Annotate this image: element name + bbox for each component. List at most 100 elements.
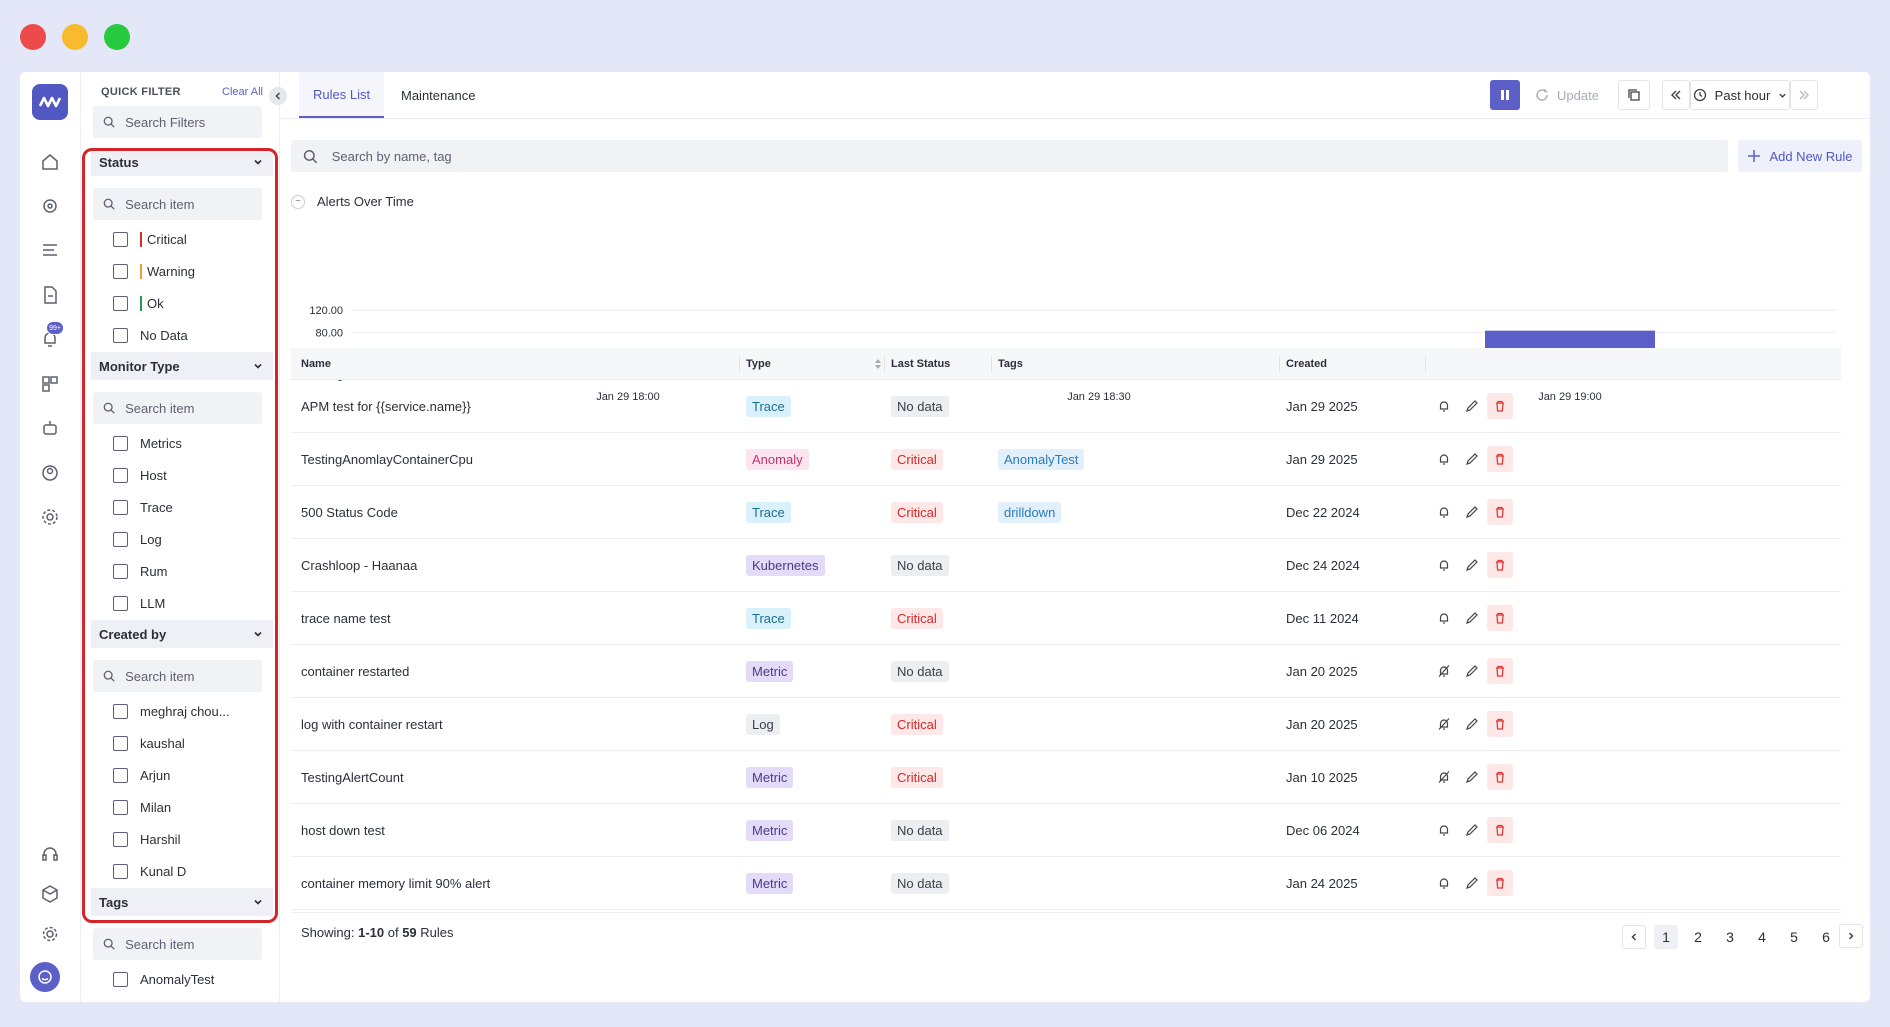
delete-icon[interactable]: [1487, 711, 1513, 737]
header-type[interactable]: Type: [746, 358, 771, 370]
delete-icon[interactable]: [1487, 446, 1513, 472]
checkbox[interactable]: [113, 800, 128, 815]
copy-button[interactable]: [1618, 80, 1650, 110]
package-icon[interactable]: [38, 882, 62, 906]
edit-icon[interactable]: [1459, 393, 1485, 419]
monitor-type-option[interactable]: Log: [113, 532, 162, 547]
time-forward-button[interactable]: [1790, 80, 1818, 110]
checkbox[interactable]: [113, 328, 128, 343]
rule-name[interactable]: APM test for {{service.name}}: [301, 399, 471, 414]
created-by-search-input[interactable]: [125, 668, 262, 684]
checkbox[interactable]: [113, 564, 128, 579]
tag-badge[interactable]: drilldown: [998, 502, 1062, 523]
tags-search-input[interactable]: [125, 936, 262, 952]
next-page-button[interactable]: [1839, 924, 1863, 948]
created-by-option[interactable]: Kunal D: [113, 864, 186, 879]
bell-icon[interactable]: [1431, 605, 1457, 631]
status-section-header[interactable]: Status: [91, 148, 273, 176]
table-row[interactable]: Crashloop - Haanaa Kubernetes No data Dec 2…: [291, 539, 1841, 592]
status-option-ok[interactable]: Ok: [113, 296, 164, 311]
edit-icon[interactable]: [1459, 658, 1485, 684]
created-by-section-header[interactable]: Created by: [91, 620, 273, 648]
rule-name[interactable]: Crashloop - Haanaa: [301, 558, 418, 573]
dashboards-icon[interactable]: [38, 372, 62, 396]
created-by-option[interactable]: Harshil: [113, 832, 180, 847]
delete-icon[interactable]: [1487, 499, 1513, 525]
checkbox[interactable]: [113, 864, 128, 879]
status-option-no-data[interactable]: No Data: [113, 328, 188, 343]
checkbox[interactable]: [113, 500, 128, 515]
header-last-status[interactable]: Last Status: [891, 358, 951, 370]
bell-icon[interactable]: [1431, 499, 1457, 525]
app-logo[interactable]: [32, 84, 68, 120]
robot-icon[interactable]: [38, 416, 62, 440]
tab-rules-list[interactable]: Rules List: [299, 72, 385, 118]
rule-name[interactable]: trace name test: [301, 611, 391, 626]
monitor-type-option[interactable]: Trace: [113, 500, 173, 515]
created-by-option[interactable]: Milan: [113, 800, 171, 815]
pause-button[interactable]: [1490, 80, 1520, 110]
table-row[interactable]: trace name test Trace Critical Dec 11 2024: [291, 592, 1841, 645]
page-6[interactable]: 6: [1822, 929, 1830, 945]
status-search-input[interactable]: [125, 196, 262, 212]
edit-icon[interactable]: [1459, 499, 1485, 525]
tab-maintenance[interactable]: Maintenance: [401, 87, 476, 103]
clear-all-link[interactable]: Clear All: [222, 86, 263, 98]
delete-icon[interactable]: [1487, 552, 1513, 578]
tag-badge[interactable]: AnomalyTest: [998, 449, 1085, 470]
settings-gear-icon[interactable]: [38, 505, 62, 529]
bell-icon[interactable]: [1431, 870, 1457, 896]
settings-icon[interactable]: [38, 922, 62, 946]
page-2[interactable]: 2: [1694, 929, 1702, 945]
delete-icon[interactable]: [1487, 764, 1513, 790]
table-row[interactable]: container memory limit 90% alert Metric No…: [291, 857, 1841, 910]
created-by-option[interactable]: meghraj chou...: [113, 704, 230, 719]
delete-icon[interactable]: [1487, 817, 1513, 843]
monitor-type-search-input[interactable]: [125, 400, 262, 416]
users-icon[interactable]: [38, 461, 62, 485]
bell-icon[interactable]: [1431, 446, 1457, 472]
edit-icon[interactable]: [1459, 870, 1485, 896]
collapse-panel-button[interactable]: [269, 87, 287, 105]
table-row[interactable]: TestingAlertCount Metric Critical Jan 10 20…: [291, 751, 1841, 804]
bell-icon[interactable]: [1431, 393, 1457, 419]
monitor-type-option[interactable]: Host: [113, 468, 167, 483]
checkbox[interactable]: [113, 436, 128, 451]
rule-name[interactable]: 500 Status Code: [301, 505, 398, 520]
status-option-warning[interactable]: Warning: [113, 264, 195, 279]
rule-name[interactable]: container memory limit 90% alert: [301, 876, 491, 891]
checkbox[interactable]: [113, 596, 128, 611]
rule-name[interactable]: log with container restart: [301, 717, 443, 732]
edit-icon[interactable]: [1459, 552, 1485, 578]
avatar[interactable]: [30, 962, 60, 992]
rule-name[interactable]: host down test: [301, 823, 385, 838]
table-row[interactable]: TestingAnomlayContainerCpu Anomaly Critica…: [291, 433, 1841, 486]
table-row[interactable]: log with container restart Log Critical Jan…: [291, 698, 1841, 751]
add-new-rule-button[interactable]: Add New Rule: [1738, 140, 1862, 172]
header-created[interactable]: Created: [1286, 358, 1327, 370]
document-icon[interactable]: [38, 283, 62, 307]
bell-off-icon[interactable]: [1431, 658, 1457, 684]
home-icon[interactable]: [38, 150, 62, 174]
rule-search-input[interactable]: [331, 148, 1728, 164]
headset-icon[interactable]: [38, 842, 62, 866]
checkbox[interactable]: [113, 264, 128, 279]
checkbox[interactable]: [113, 704, 128, 719]
page-5[interactable]: 5: [1790, 929, 1798, 945]
edit-icon[interactable]: [1459, 817, 1485, 843]
time-range-select[interactable]: Past hour: [1690, 80, 1790, 110]
services-icon[interactable]: [38, 194, 62, 218]
page-4[interactable]: 4: [1758, 929, 1766, 945]
prev-page-button[interactable]: [1622, 925, 1646, 949]
checkbox[interactable]: [113, 296, 128, 311]
checkbox[interactable]: [113, 832, 128, 847]
tags-section-header[interactable]: Tags: [91, 888, 273, 916]
checkbox[interactable]: [113, 972, 128, 987]
table-row[interactable]: APM test for {{service.name}} Trace No dat…: [291, 380, 1841, 433]
bell-off-icon[interactable]: [1431, 764, 1457, 790]
delete-icon[interactable]: [1487, 393, 1513, 419]
header-name[interactable]: Name: [301, 358, 331, 370]
table-row[interactable]: host down test Metric No data Dec 06 2024: [291, 804, 1841, 857]
header-tags[interactable]: Tags: [998, 358, 1023, 370]
rule-name[interactable]: container restarted: [301, 664, 410, 679]
